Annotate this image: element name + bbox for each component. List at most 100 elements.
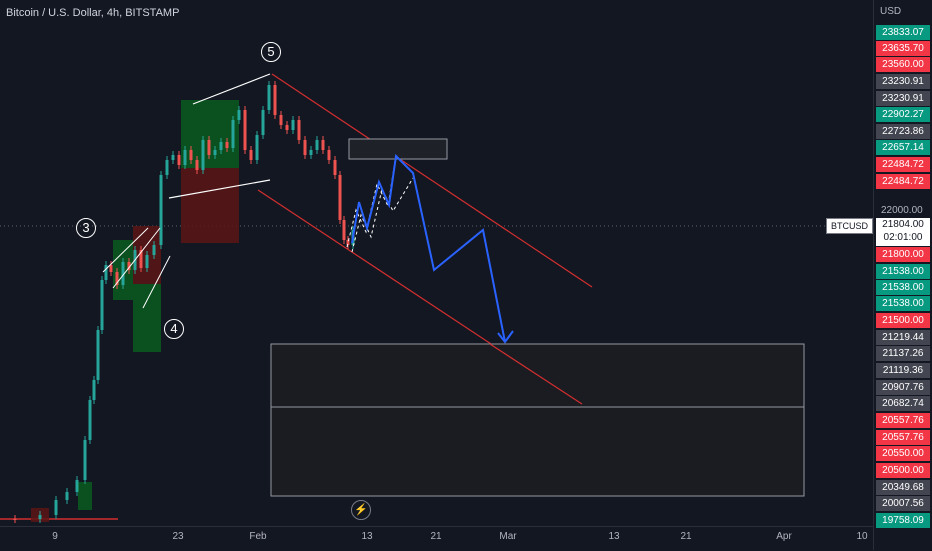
projection-arrowhead [497,330,514,344]
time-axis-tick: 9 [52,531,58,542]
price-axis-label: 21137.26 [876,346,930,361]
candle-body [207,140,211,155]
price-axis-label: 21538.00 [876,296,930,311]
pennant-line-a[interactable] [102,227,149,273]
wave-3-label[interactable]: 3 [76,218,96,238]
time-axis-tick: 21 [680,531,692,542]
time-axis-tick: 10 [856,531,868,542]
price-axis-label: 21800.00 [876,247,930,262]
pennant-line-b[interactable] [112,227,161,289]
time-axis-tick: Feb [249,531,267,542]
wave-4-label[interactable]: 4 [164,319,184,339]
price-axis-label: 21538.00 [876,280,930,295]
projection-path[interactable] [351,153,506,343]
price-axis-label: 20550.00 [876,446,930,461]
price-axis-label: 20349.68 [876,480,930,495]
wedge-upper-line[interactable] [192,73,271,105]
time-axis-tick: 13 [361,531,373,542]
symbol-tag: BTCUSD [826,218,873,234]
candle-body [38,515,42,519]
candle-body [291,120,295,130]
candle-body [145,255,149,268]
candle-body [267,85,271,110]
time-axis-tick: 13 [608,531,620,542]
candle-body [183,150,187,165]
candle-body [261,110,265,135]
zigzag-dashed-b[interactable] [351,177,414,253]
candle-body [177,155,181,165]
price-axis-label: 22723.86 [876,124,930,139]
candle-body [127,262,131,270]
support-zone-lower[interactable] [270,406,805,497]
candle-body [327,150,331,160]
small-long-position[interactable] [78,482,92,510]
price-axis-label: 21219.44 [876,330,930,345]
candle-body [88,400,92,440]
currency-label: USD [880,6,902,17]
candle-body [219,142,223,150]
price-axis-label: 23230.91 [876,91,930,106]
candle-body [171,155,175,160]
price-axis-label: 22657.14 [876,140,930,155]
time-axis[interactable] [0,526,873,551]
candle-body [279,115,283,125]
long-position-stop[interactable] [181,168,239,243]
candle-body [159,175,163,245]
candle-body [104,265,108,280]
target-zone-box[interactable] [348,138,448,160]
current-price-tag: 21804.00 02:01:00 [876,218,930,246]
candle-body [201,140,205,170]
candle-body [333,160,337,175]
candle-body [285,125,289,130]
price-axis-label: 20557.76 [876,413,930,428]
candle-body [346,240,350,245]
candle-body [75,480,79,492]
candle-body [139,250,143,268]
time-axis-tick: Apr [776,531,792,542]
price-axis-label: 20500.00 [876,463,930,478]
price-axis-label: 21500.00 [876,313,930,328]
price-axis-label: 23230.91 [876,74,930,89]
candle-body [83,440,87,480]
price-axis-label: 22484.72 [876,157,930,172]
candle-body [165,160,169,175]
price-axis-label: 20907.76 [876,380,930,395]
time-axis-tick: 23 [172,531,184,542]
candle-body [273,85,277,115]
candle-body [225,142,229,148]
candle-body [249,150,253,160]
wave-5-label[interactable]: 5 [261,42,281,62]
candle-body [303,140,307,155]
candle-body [65,492,69,500]
candle-body [338,175,342,220]
candle-body [297,120,301,140]
candle-body [115,272,119,285]
candle-body [321,140,325,150]
price-axis-label: 23833.07 [876,25,930,40]
price-chart-canvas[interactable] [0,0,873,526]
candle-body [121,262,125,285]
candle-body [96,330,100,380]
candle-body [13,519,17,520]
short-position-profit[interactable] [133,284,161,352]
candle-body [315,140,319,150]
pennant-line-c[interactable] [142,255,171,309]
channel-upper-line[interactable] [271,73,593,288]
chart-title: Bitcoin / U.S. Dollar, 4h, BITSTAMP [6,7,180,19]
flash-icon[interactable]: ⚡ [351,500,371,520]
wedge-lower-line[interactable] [168,179,271,199]
time-axis-tick: Mar [499,531,517,542]
time-axis-tick: 21 [430,531,442,542]
price-axis-label: 21538.00 [876,264,930,279]
candle-body [195,160,199,170]
candle-body [237,110,241,120]
price-axis-label: 23635.70 [876,41,930,56]
price-axis-label: 20007.56 [876,496,930,511]
candlestick-series [13,81,355,523]
candle-body [309,150,313,155]
candle-body [255,135,259,160]
price-axis-label: 21119.36 [876,363,930,378]
channel-lower-line-overlap [489,343,583,405]
bar-countdown: 02:01:00 [883,232,923,243]
candle-body [100,280,104,330]
